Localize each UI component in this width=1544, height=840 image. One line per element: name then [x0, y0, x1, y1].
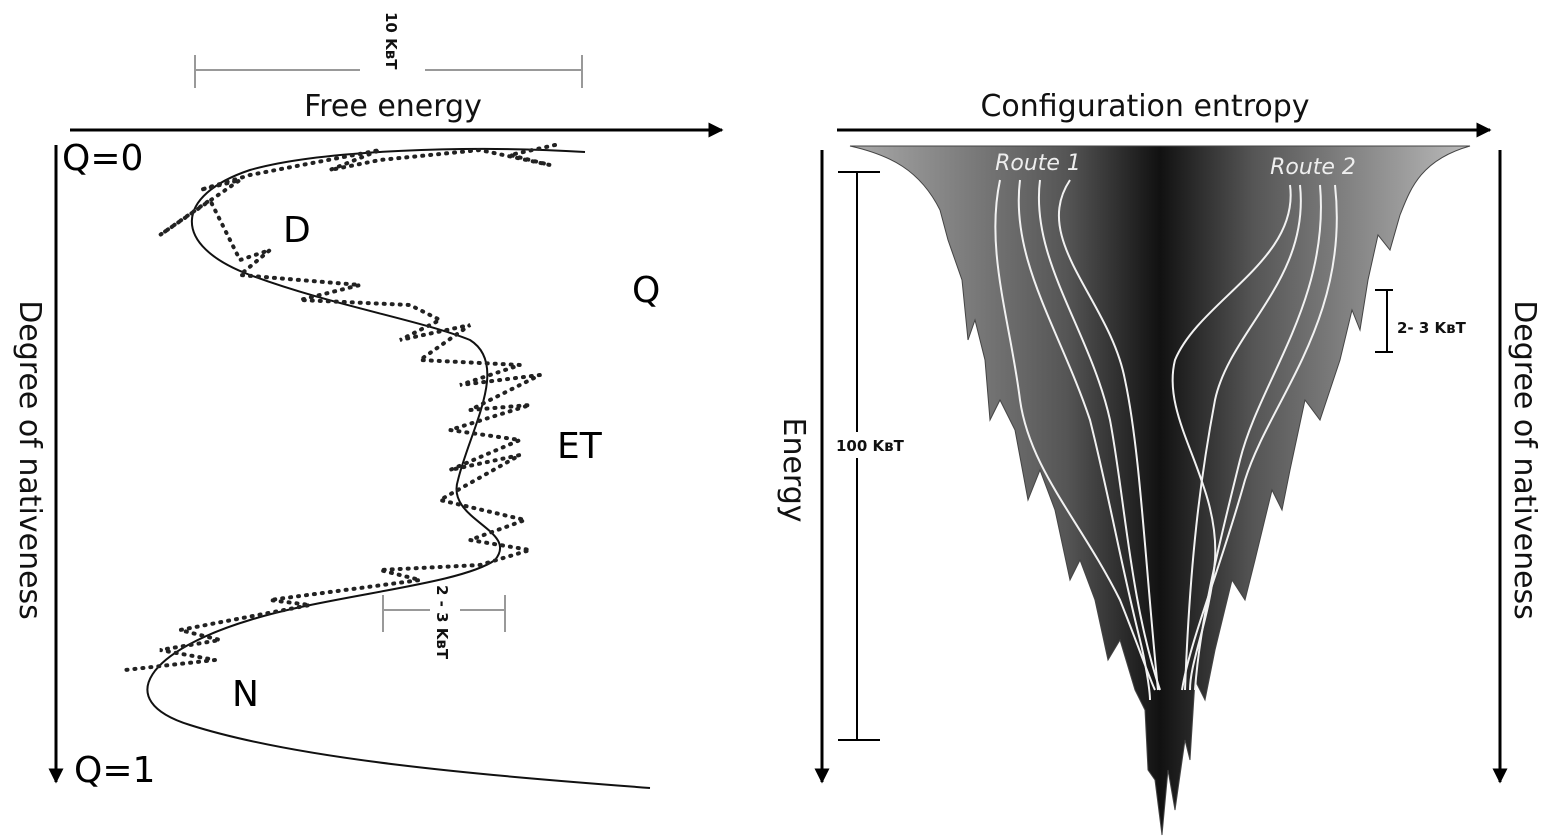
state-label: ET: [557, 426, 603, 467]
q-start: Q=0: [62, 138, 143, 179]
scale-label: 10 KʙT: [382, 12, 400, 70]
figure: 10 KʙT Free energy Q=0 Q=1 Degree of nat…: [0, 0, 1544, 840]
state-label: Q: [632, 270, 660, 311]
x-axis-label: Free energy: [304, 89, 482, 124]
q-end: Q=1: [74, 750, 155, 791]
barrier-bar: [1375, 290, 1393, 352]
x-axis-label: Configuration entropy: [980, 89, 1309, 124]
barrier-label: 2 - 3 KʙT: [433, 585, 451, 660]
state-label: D: [283, 210, 311, 251]
funnel: [850, 146, 1470, 835]
right-panel: Configuration entropy Route 1 Route 2 En…: [776, 89, 1542, 835]
barrier-label: 2- 3 KʙT: [1397, 319, 1467, 337]
left-panel: 10 KʙT Free energy Q=0 Q=1 Degree of nat…: [12, 12, 722, 791]
free-energy-curve: [147, 149, 650, 788]
state-label: N: [232, 674, 259, 715]
route-label: Route 1: [995, 151, 1081, 176]
y-axis-label: Energy: [776, 417, 811, 522]
y-axis-label: Degree of nativeness: [12, 300, 47, 620]
right-axis-label: Degree of nativeness: [1507, 300, 1542, 620]
depth-label: 100 KʙT: [836, 437, 905, 455]
route-label: Route 2: [1270, 155, 1356, 180]
rugged-curve: [125, 145, 555, 670]
